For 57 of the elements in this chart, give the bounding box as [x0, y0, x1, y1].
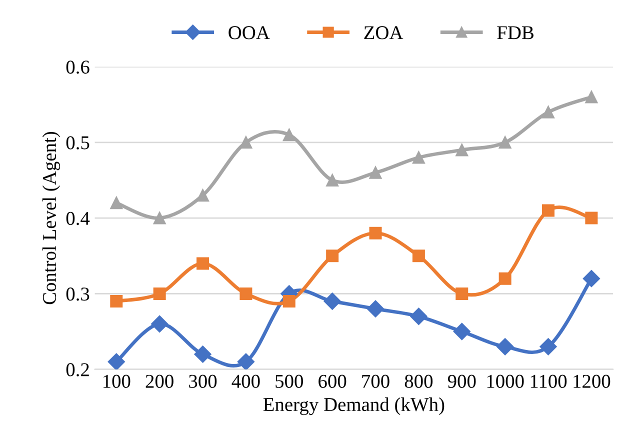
point	[110, 295, 123, 308]
point	[153, 287, 166, 300]
y-tick-label: 0.4	[66, 212, 90, 226]
point	[412, 151, 425, 164]
x-tick-label: 400	[232, 374, 260, 388]
point	[108, 353, 125, 370]
point	[540, 338, 557, 356]
y-tick-label: 0.5	[66, 136, 90, 150]
point	[240, 136, 252, 149]
point	[498, 136, 512, 149]
x-tick-label: 200	[146, 374, 174, 388]
point	[412, 250, 425, 262]
point	[194, 346, 212, 363]
point	[582, 270, 600, 288]
x-tick-label: 800	[404, 374, 433, 388]
legend-label: FDB	[497, 26, 534, 40]
point	[326, 174, 339, 186]
point	[282, 295, 296, 308]
legend-label: OOA	[228, 26, 270, 40]
point	[196, 257, 210, 270]
point	[153, 212, 166, 224]
point	[496, 338, 514, 356]
point	[498, 272, 512, 285]
point	[585, 212, 598, 224]
point	[369, 166, 382, 179]
point	[326, 250, 339, 262]
point	[324, 292, 341, 310]
x-tick-label: 500	[276, 374, 303, 388]
y-tick-label: 0.6	[66, 60, 90, 74]
x-tick-label: 1100	[530, 374, 567, 388]
x-tick-label: 100	[104, 374, 130, 388]
point	[453, 322, 470, 340]
x-axis-title: Energy Demand (kWh)	[263, 397, 444, 416]
y-tick-label: 0.3	[66, 288, 90, 301]
x-tick-label: 1000	[487, 374, 524, 388]
x-tick-label: 900	[448, 374, 476, 388]
point	[369, 226, 382, 240]
point	[237, 353, 255, 370]
point	[366, 300, 384, 318]
point	[456, 287, 468, 300]
point	[282, 128, 296, 142]
point	[240, 287, 252, 300]
point	[410, 308, 428, 325]
point	[196, 189, 210, 202]
x-tick-label: 700	[362, 374, 390, 388]
point	[456, 144, 468, 156]
x-tick-label: 300	[189, 374, 217, 388]
point	[542, 204, 555, 217]
x-tick-label: 1200	[574, 374, 610, 388]
y-tick-label: 0.2	[66, 363, 89, 376]
point	[110, 196, 123, 210]
point	[151, 315, 168, 333]
y-axis-title: Control Level (Agent)	[42, 132, 60, 304]
x-tick-label: 600	[318, 374, 346, 388]
point	[585, 90, 598, 104]
point	[542, 106, 555, 118]
legend-label: ZOA	[364, 26, 404, 40]
